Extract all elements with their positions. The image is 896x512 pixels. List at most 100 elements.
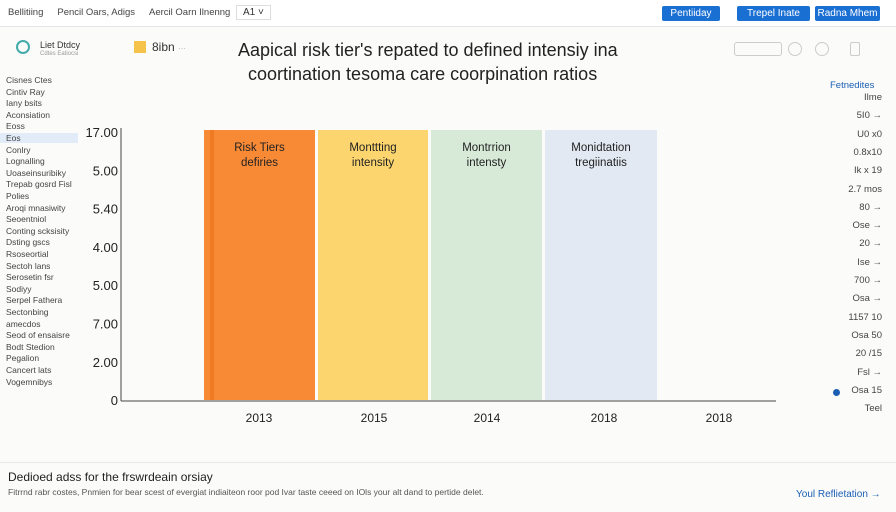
sidebar-item[interactable]: Trepab gosrd Fisl (6, 179, 72, 190)
logo: Liet Dtdcy (40, 40, 81, 50)
logo-sub: Cdtes Eatiocsi (40, 51, 79, 57)
bar-label: intensty (467, 157, 507, 169)
bar-label: intensity (352, 157, 394, 169)
breadcrumbs: Bellitiing Pencil Oars, Adigs Aercil Oarn … (8, 7, 244, 18)
y-label: 2.00 (93, 355, 118, 370)
sidebar-item[interactable]: Serpel Fathera (6, 295, 63, 306)
bar (431, 130, 542, 400)
dropdown[interactable]: A1 ˅ (236, 5, 271, 20)
footer-link[interactable]: Youl Reflietation → (796, 489, 881, 500)
badge-icon (134, 41, 146, 53)
panel-item[interactable]: Ik x 19 (854, 165, 882, 177)
bar-label: Monttting (349, 142, 396, 154)
panel-item[interactable]: Ose → (852, 220, 882, 232)
sidebar-item[interactable]: Dsting gscs (6, 237, 50, 248)
panel-item[interactable]: 1157 10 (848, 311, 882, 323)
footer-text: Fitrrnd rabr costes, Pnmien for bear sce… (8, 487, 484, 497)
panel-item[interactable]: Fsl → (857, 366, 882, 378)
logo-icon (16, 40, 30, 54)
panel-item[interactable]: 80 → (859, 201, 882, 213)
sidebar-item[interactable]: Cisnes Ctes (6, 75, 52, 85)
x-label: 2018 (706, 411, 733, 425)
sidebar-item[interactable]: Eoss (6, 121, 25, 132)
sidebar-item[interactable]: Sodiyy (6, 283, 32, 294)
panel-item[interactable]: 20 → (859, 238, 882, 250)
y-label: 4.00 (93, 240, 118, 255)
sidebar-item[interactable]: Iany bsits (6, 98, 42, 109)
sidebar-item[interactable]: Seoentniol (6, 214, 47, 225)
sidebar-item[interactable]: Bodt Stedion (6, 341, 55, 352)
sidebar-item[interactable]: Cintiv Ray (6, 86, 45, 97)
sidebar-item[interactable]: Conting scksisity (6, 225, 70, 236)
panel-item[interactable]: Teel (864, 403, 882, 415)
sidebar-item[interactable]: Vogemnibys (6, 376, 53, 387)
x-label: 2013 (246, 411, 273, 425)
button[interactable]: Trepel Inate (737, 6, 810, 21)
x-label: 2014 (474, 411, 501, 425)
bar-label: Montrrion (462, 142, 511, 154)
footer-title: Dedioed adss for the frswrdeain orsiay (8, 470, 213, 484)
sidebar-item[interactable]: Pegalion (6, 353, 40, 364)
breadcrumb[interactable]: Aercil Oarn Ilnenng (149, 7, 231, 18)
status-dot (833, 389, 840, 396)
dropdown-label[interactable]: A1 (243, 7, 256, 18)
sidebar-item[interactable]: Rsoseortial (6, 249, 49, 259)
badge-text: 8ibn (152, 40, 175, 54)
panel-item[interactable]: 5I0 → (856, 110, 882, 122)
icon[interactable] (815, 42, 829, 56)
bar (318, 130, 428, 400)
panel-item[interactable]: 2.7 mos (848, 183, 882, 195)
divider (0, 462, 896, 463)
panel-item[interactable]: Osa 15 (851, 384, 882, 396)
panel-item[interactable]: U0 x0 (857, 128, 882, 140)
sidebar-item[interactable]: amecdos (6, 318, 41, 329)
button[interactable]: Pentiiday (662, 6, 720, 21)
sidebar-item[interactable]: Serosetin fsr (6, 272, 54, 283)
x-label: 2018 (591, 411, 618, 425)
sidebar-item[interactable]: Lognalling (6, 156, 45, 167)
panel-item[interactable]: Osa → (852, 293, 882, 305)
bar (545, 130, 657, 400)
panel-item[interactable]: Ise → (857, 256, 882, 268)
sidebar-item[interactable]: Eos (0, 133, 78, 143)
x-label: 2015 (361, 411, 388, 425)
bar-edge (210, 130, 214, 400)
icon[interactable] (850, 42, 860, 56)
y-label: 5.40 (93, 202, 118, 217)
bar-label: Monidtation (571, 142, 630, 154)
breadcrumb[interactable]: Pencil Oars, Adigs (57, 7, 136, 18)
y-label: 5.00 (93, 163, 118, 178)
sidebar-item[interactable]: Aroqi mnasiwity (6, 202, 66, 213)
icon[interactable] (788, 42, 802, 56)
badge-sub: ··· (178, 44, 187, 53)
panel-item[interactable]: 700 → (854, 275, 882, 286)
sidebar-item[interactable]: Seod of ensaisre (6, 330, 70, 341)
y-label: 7.00 (93, 317, 118, 332)
title: Aapical risk tier's repated to defined i… (238, 40, 618, 60)
sidebar-item[interactable]: Sectoh lans (6, 260, 51, 271)
breadcrumb[interactable]: Bellitiing (8, 7, 44, 18)
bar-label: tregiinatiis (575, 157, 627, 169)
y-label: 0 (111, 393, 118, 408)
sidebar-item[interactable]: Uoaseinsuribiky (6, 167, 66, 178)
panel-title: Fetnedites (830, 80, 875, 91)
panel-item[interactable]: 0.8x10 (853, 146, 882, 158)
sidebar-item[interactable]: Aconsiation (6, 109, 50, 120)
badge: 8ibn ··· (152, 40, 186, 54)
y-label: 5.00 (93, 278, 118, 293)
sidebar-item[interactable]: Polies (6, 191, 30, 201)
y-label: 17.00 (85, 125, 118, 140)
sidebar-item[interactable]: Cancert lats (6, 365, 52, 375)
icon-group[interactable] (734, 42, 782, 56)
panel-item[interactable]: Osa 50 (851, 329, 882, 341)
bar (204, 130, 315, 400)
button[interactable]: Radna Mhem (815, 6, 880, 21)
bar-label: defiries (241, 157, 278, 169)
panel-item[interactable]: Ilme (864, 92, 882, 103)
panel-item[interactable]: 20 /15 (855, 348, 882, 360)
sidebar-item[interactable]: Sectonbing (6, 307, 49, 317)
sidebar-item[interactable]: Conlry (6, 144, 31, 155)
bar-label: Risk Tiers (234, 142, 285, 154)
